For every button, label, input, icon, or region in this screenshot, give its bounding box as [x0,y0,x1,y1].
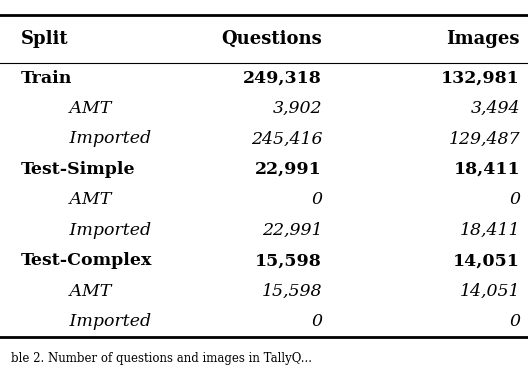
Text: 0: 0 [509,313,520,330]
Text: Questions: Questions [221,30,322,48]
Text: 15,598: 15,598 [256,252,322,269]
Text: 132,981: 132,981 [441,70,520,87]
Text: AMT: AMT [53,191,111,208]
Text: 129,487: 129,487 [449,131,520,148]
Text: Split: Split [21,30,69,48]
Text: Imported: Imported [53,313,151,330]
Text: ble 2. Number of questions and images in TallyQ...: ble 2. Number of questions and images in… [11,352,312,366]
Text: 18,411: 18,411 [454,161,520,178]
Text: Imported: Imported [53,222,151,239]
Text: Train: Train [21,70,72,87]
Text: 249,318: 249,318 [243,70,322,87]
Text: Test-Complex: Test-Complex [21,252,153,269]
Text: 22,991: 22,991 [261,222,322,239]
Text: 3,494: 3,494 [470,100,520,117]
Text: 14,051: 14,051 [459,283,520,300]
Text: Images: Images [447,30,520,48]
Text: 22,991: 22,991 [256,161,322,178]
Text: 0: 0 [311,191,322,208]
Text: AMT: AMT [53,283,111,300]
Text: 3,902: 3,902 [272,100,322,117]
Text: 18,411: 18,411 [459,222,520,239]
Text: 0: 0 [311,313,322,330]
Text: 0: 0 [509,191,520,208]
Text: Test-Simple: Test-Simple [21,161,136,178]
Text: Imported: Imported [53,131,151,148]
Text: AMT: AMT [53,100,111,117]
Text: 15,598: 15,598 [261,283,322,300]
Text: 14,051: 14,051 [453,252,520,269]
Text: 245,416: 245,416 [251,131,322,148]
